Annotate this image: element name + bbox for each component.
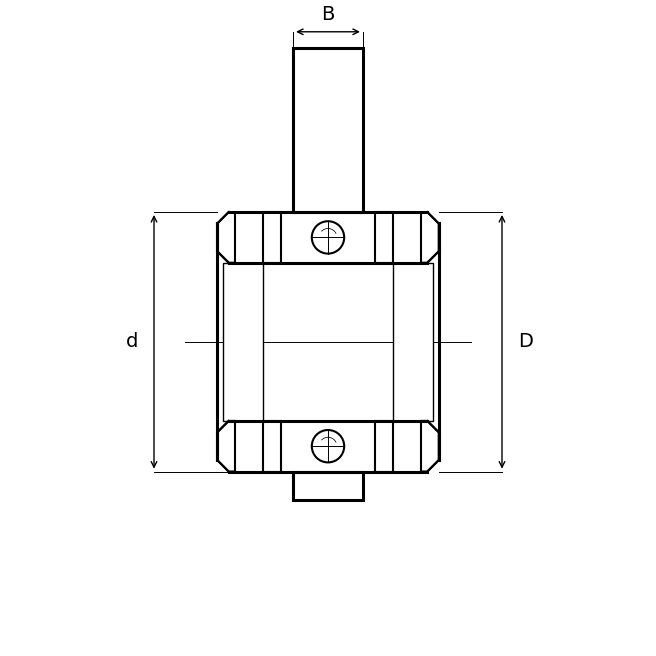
- Polygon shape: [421, 212, 439, 262]
- Text: D: D: [518, 333, 533, 352]
- Bar: [293, 48, 363, 212]
- Polygon shape: [375, 421, 393, 472]
- Polygon shape: [263, 212, 281, 262]
- Polygon shape: [263, 421, 281, 472]
- Polygon shape: [421, 421, 439, 472]
- Polygon shape: [217, 421, 235, 472]
- Polygon shape: [375, 212, 393, 262]
- Polygon shape: [263, 212, 281, 262]
- Polygon shape: [217, 421, 235, 472]
- Bar: [393, 262, 434, 421]
- Bar: [393, 212, 421, 262]
- Bar: [263, 262, 393, 421]
- Circle shape: [312, 221, 344, 254]
- Polygon shape: [375, 212, 393, 262]
- Bar: [293, 472, 363, 500]
- Polygon shape: [217, 212, 235, 262]
- Bar: [222, 262, 263, 421]
- Polygon shape: [375, 421, 393, 472]
- Polygon shape: [217, 212, 235, 262]
- Circle shape: [312, 430, 344, 462]
- Text: B: B: [321, 5, 335, 24]
- Polygon shape: [421, 212, 439, 262]
- Bar: [235, 421, 263, 472]
- Text: d: d: [126, 333, 138, 352]
- Polygon shape: [263, 421, 281, 472]
- Bar: [235, 212, 263, 262]
- Polygon shape: [421, 421, 439, 472]
- Bar: [393, 421, 421, 472]
- Bar: [293, 262, 363, 421]
